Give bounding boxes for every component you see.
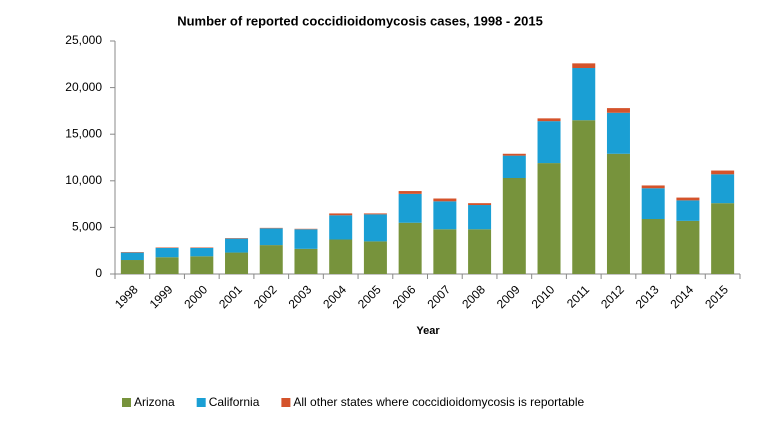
bar-segment — [641, 185, 665, 189]
x-tick-label: 2007 — [424, 282, 453, 311]
bar-segment — [641, 219, 665, 274]
bar-segment — [155, 257, 179, 274]
bar-segment — [711, 170, 735, 175]
bar-segment — [572, 120, 596, 274]
x-tick-label: 2001 — [216, 282, 245, 311]
legend-label: Arizona — [134, 395, 175, 409]
x-tick-label: 1998 — [112, 282, 141, 311]
legend-swatch — [196, 398, 206, 407]
bar-segment — [225, 252, 249, 274]
bar-segment — [537, 121, 561, 164]
bar-segment — [433, 229, 457, 274]
x-tick-label: 2003 — [286, 282, 315, 311]
bar-segment — [398, 191, 422, 194]
legend-swatch — [281, 398, 291, 407]
bar-segment — [433, 198, 457, 202]
x-axis-label: Year — [416, 325, 440, 337]
y-tick-label: 10,000 — [65, 173, 102, 187]
bar-segment — [711, 203, 735, 274]
bar-segment — [155, 247, 179, 258]
y-tick-label: 5,000 — [72, 220, 102, 234]
x-tick-label: 2010 — [529, 282, 558, 311]
bar-segment — [398, 222, 422, 274]
bar-segment — [676, 220, 700, 274]
x-tick-label: 2006 — [390, 282, 419, 311]
bar-segment — [294, 248, 318, 274]
x-tick-label: 2002 — [251, 282, 280, 311]
bar-segment — [468, 229, 492, 274]
bar-segment — [502, 153, 526, 156]
x-tick-label: 2004 — [320, 282, 349, 311]
x-tick-label: 2005 — [355, 282, 384, 311]
bar-segment — [433, 201, 457, 230]
bar-segment — [259, 228, 283, 246]
legend-swatch — [122, 398, 131, 407]
bar-segment — [502, 155, 526, 179]
bar-segment — [294, 229, 318, 249]
bar-segment — [190, 247, 214, 257]
y-tick-label: 25,000 — [65, 33, 102, 47]
bar-segment — [190, 256, 214, 274]
x-tick-label: 2015 — [702, 282, 731, 311]
bar-segment — [676, 200, 700, 221]
bar-segment — [537, 163, 561, 274]
bar-segment — [329, 215, 353, 240]
bar-segment — [537, 118, 561, 122]
x-tick-label: 2012 — [598, 282, 627, 311]
bar-segment — [363, 241, 387, 274]
bar-segment — [329, 213, 353, 216]
bar-segment — [676, 197, 700, 201]
x-tick-label: 2009 — [494, 282, 523, 311]
bar-segment — [259, 245, 283, 274]
y-tick-label: 0 — [95, 266, 102, 280]
y-tick-label: 20,000 — [65, 80, 102, 94]
bar-segment — [572, 68, 596, 121]
x-tick-label: 2014 — [667, 282, 696, 311]
bar-segment — [225, 238, 249, 253]
bar-segment — [502, 178, 526, 274]
legend-label: All other states where coccidioidomycosi… — [293, 395, 584, 409]
bar-segment — [606, 112, 630, 154]
bar-segment — [329, 239, 353, 274]
y-tick-label: 15,000 — [65, 126, 102, 140]
chart-title: Number of reported coccidioidomycosis ca… — [177, 13, 543, 28]
bar-segment — [711, 174, 735, 204]
x-tick-label: 2013 — [633, 282, 662, 311]
bar-segment — [641, 188, 665, 220]
x-tick-label: 1999 — [147, 282, 176, 311]
x-tick-label: 2008 — [459, 282, 488, 311]
bar-segment — [363, 213, 387, 215]
legend-label: California — [209, 395, 260, 409]
bar-segment — [606, 108, 630, 113]
bar-segment — [468, 205, 492, 230]
x-tick-label: 2011 — [564, 282, 592, 310]
x-tick-label: 2000 — [181, 282, 210, 311]
bar-segment — [363, 214, 387, 242]
bar-segment — [468, 203, 492, 206]
bar-segment — [572, 63, 596, 69]
bar-segment — [120, 260, 144, 274]
bar-segment — [398, 193, 422, 223]
bar-segment — [120, 252, 144, 261]
bar-segment — [606, 153, 630, 274]
